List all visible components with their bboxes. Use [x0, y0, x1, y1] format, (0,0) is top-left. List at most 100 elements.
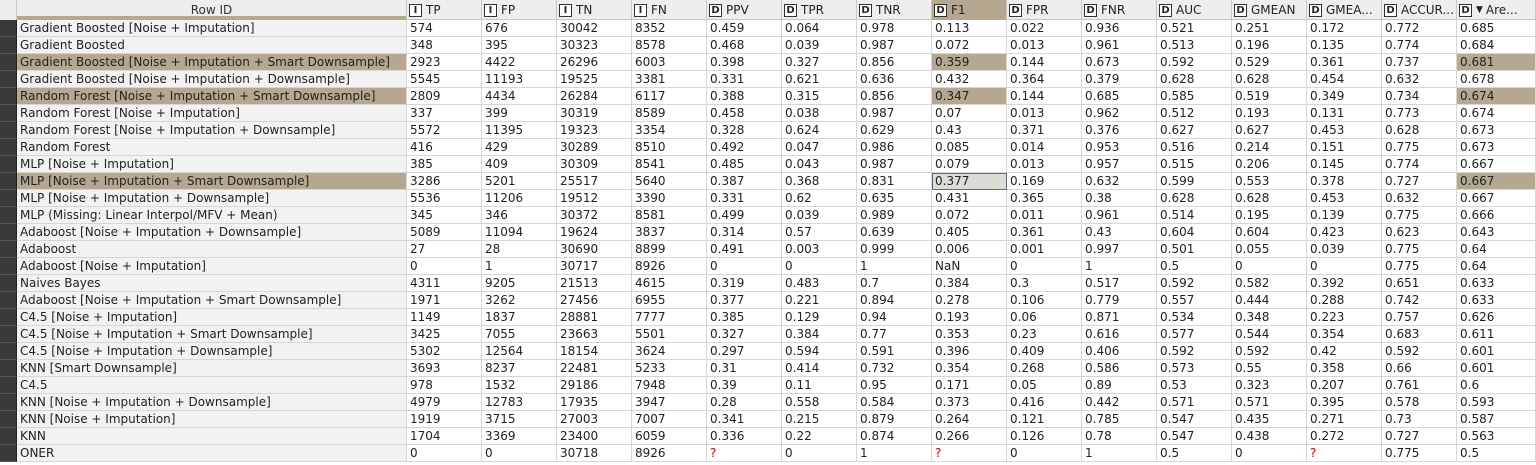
row-id-cell[interactable]: Gradient Boosted [Noise + Imputation + D… [17, 71, 407, 88]
table-cell[interactable]: 0.409 [1007, 343, 1082, 360]
table-cell[interactable]: 0.987 [857, 156, 932, 173]
table-cell[interactable]: 0.775 [1382, 207, 1457, 224]
table-cell[interactable]: 0.193 [932, 309, 1007, 326]
table-row[interactable]: MLP (Missing: Linear Interpol/MFV + Mean… [0, 207, 1536, 224]
table-cell[interactable]: 4615 [632, 275, 707, 292]
table-cell[interactable]: 5302 [407, 343, 482, 360]
table-cell[interactable]: 0.978 [857, 20, 932, 37]
table-cell[interactable]: 0.592 [1157, 54, 1232, 71]
table-cell[interactable]: 0.392 [1307, 275, 1382, 292]
row-id-cell[interactable]: Adaboost [17, 241, 407, 258]
table-cell[interactable]: 337 [407, 105, 482, 122]
table-cell[interactable]: 0.323 [1232, 377, 1307, 394]
row-gutter[interactable] [0, 207, 17, 224]
table-cell[interactable]: 0.628 [1232, 190, 1307, 207]
table-row[interactable]: KNN [Noise + Imputation + Downsample] 497… [0, 394, 1536, 411]
table-cell[interactable]: 0.064 [782, 20, 857, 37]
table-row[interactable]: Adaboost 27 28 30690 8899 0.491 0.003 0.999 0.00… [0, 241, 1536, 258]
table-cell[interactable]: 0.592 [1232, 343, 1307, 360]
table-cell[interactable]: 0.271 [1307, 411, 1382, 428]
row-gutter[interactable] [0, 54, 17, 71]
table-cell[interactable]: 3715 [482, 411, 557, 428]
table-cell[interactable]: 0.398 [707, 54, 782, 71]
row-gutter[interactable] [0, 292, 17, 309]
table-cell[interactable]: 5089 [407, 224, 482, 241]
table-cell[interactable]: 30289 [557, 139, 632, 156]
table-cell[interactable]: 0.047 [782, 139, 857, 156]
table-cell[interactable]: 0.385 [707, 309, 782, 326]
table-cell[interactable]: 6059 [632, 428, 707, 445]
table-cell[interactable]: 0.604 [1232, 224, 1307, 241]
table-cell[interactable]: 0.563 [1457, 428, 1536, 445]
table-cell[interactable]: 0.327 [707, 326, 782, 343]
table-cell[interactable]: 0.64 [1457, 241, 1536, 258]
table-cell[interactable]: 0.77 [857, 326, 932, 343]
table-cell[interactable]: 0.043 [782, 156, 857, 173]
table-cell[interactable]: 1 [1082, 258, 1157, 275]
table-row[interactable]: KNN [Noise + Imputation] 1919 3715 27003 700… [0, 411, 1536, 428]
column-header-ppv[interactable]: D PPV [707, 0, 782, 20]
table-cell[interactable]: 0.986 [857, 139, 932, 156]
table-cell[interactable]: 30717 [557, 258, 632, 275]
table-cell[interactable]: 0.961 [1082, 207, 1157, 224]
table-cell[interactable]: 23663 [557, 326, 632, 343]
row-gutter[interactable] [0, 258, 17, 275]
table-cell[interactable]: 0.628 [1232, 71, 1307, 88]
column-header-auc[interactable]: D AUC [1157, 0, 1232, 20]
table-cell[interactable]: 0.734 [1382, 88, 1457, 105]
table-cell[interactable]: 0.072 [932, 37, 1007, 54]
table-cell[interactable]: 0 [1232, 258, 1307, 275]
table-cell[interactable]: 0.014 [1007, 139, 1082, 156]
table-cell[interactable]: 8581 [632, 207, 707, 224]
table-cell[interactable]: 0.673 [1457, 122, 1536, 139]
table-cell[interactable]: 0.348 [1232, 309, 1307, 326]
table-cell[interactable]: 28881 [557, 309, 632, 326]
table-row[interactable]: ONER 0 0 30718 8926? 0 1? 0 1 0.5 0? 0.775 0.5 [0, 445, 1536, 462]
table-cell[interactable]: 0.013 [1007, 37, 1082, 54]
table-cell[interactable]: 0.07 [932, 105, 1007, 122]
table-cell[interactable]: 19525 [557, 71, 632, 88]
table-cell[interactable]: 0.354 [1307, 326, 1382, 343]
table-cell[interactable]: 7055 [482, 326, 557, 343]
table-cell[interactable]: 676 [482, 20, 557, 37]
table-cell[interactable]: 0.514 [1157, 207, 1232, 224]
table-cell[interactable]: 0.414 [782, 360, 857, 377]
row-id-cell[interactable]: Gradient Boosted [Noise + Imputation + S… [17, 54, 407, 71]
table-cell[interactable]: 0.406 [1082, 343, 1157, 360]
column-header-gmea[interactable]: D GMEA... [1307, 0, 1382, 20]
table-cell[interactable]: 0.674 [1457, 88, 1536, 105]
row-gutter[interactable] [0, 122, 17, 139]
column-header-fn[interactable]: I FN [632, 0, 707, 20]
table-cell[interactable]: 0.371 [1007, 122, 1082, 139]
table-cell[interactable]: 0.519 [1232, 88, 1307, 105]
table-row[interactable]: Adaboost [Noise + Imputation + Downsampl… [0, 224, 1536, 241]
table-cell[interactable]: 0.039 [1307, 241, 1382, 258]
table-cell[interactable]: 5572 [407, 122, 482, 139]
table-cell[interactable]: 0.006 [932, 241, 1007, 258]
table-cell[interactable]: 0.377 [932, 173, 1007, 190]
table-cell[interactable]: 0.214 [1232, 139, 1307, 156]
table-cell[interactable]: 0.431 [932, 190, 1007, 207]
table-cell[interactable]: 22481 [557, 360, 632, 377]
table-cell[interactable]: 0.442 [1082, 394, 1157, 411]
table-cell[interactable]: 3624 [632, 343, 707, 360]
table-cell[interactable]: 0.727 [1382, 428, 1457, 445]
table-cell[interactable]: 0.131 [1307, 105, 1382, 122]
row-gutter[interactable] [0, 326, 17, 343]
table-cell[interactable]: 5201 [482, 173, 557, 190]
table-cell[interactable]: 0.774 [1382, 37, 1457, 54]
table-cell[interactable]: 0.079 [932, 156, 1007, 173]
table-cell[interactable]: 3369 [482, 428, 557, 445]
table-cell[interactable]: ? [1307, 445, 1382, 462]
table-cell[interactable]: 27 [407, 241, 482, 258]
table-cell[interactable]: 0.373 [932, 394, 1007, 411]
table-cell[interactable]: 0.521 [1157, 20, 1232, 37]
table-cell[interactable]: 8926 [632, 445, 707, 462]
table-cell[interactable]: 0.315 [782, 88, 857, 105]
table-cell[interactable]: 0.268 [1007, 360, 1082, 377]
table-cell[interactable]: 1 [1082, 445, 1157, 462]
row-gutter[interactable] [0, 360, 17, 377]
table-row[interactable]: Adaboost [Noise + Imputation] 0 1 30717 8926… [0, 258, 1536, 275]
table-cell[interactable]: 0.856 [857, 88, 932, 105]
table-cell[interactable]: 0.681 [1457, 54, 1536, 71]
